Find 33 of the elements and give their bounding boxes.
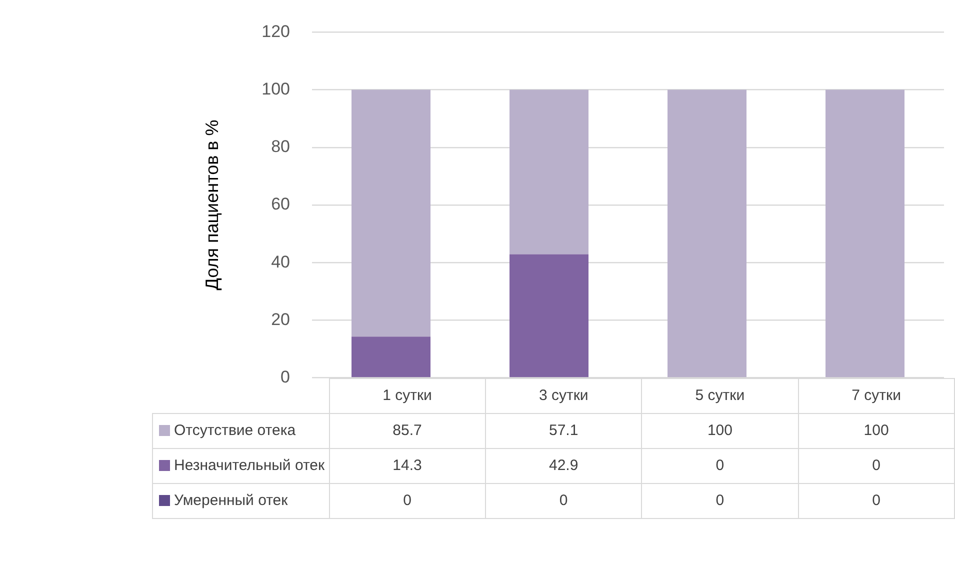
legend-label: Умеренный отек <box>174 492 288 510</box>
data-label: 100 <box>642 413 798 448</box>
bar <box>352 336 430 378</box>
data-label: 0 <box>642 483 798 518</box>
y-tick-label: 60 <box>271 194 290 214</box>
data-label: 0 <box>798 483 954 518</box>
data-label: 85.7 <box>329 413 486 448</box>
x-tick-label: 7 сутки <box>798 378 954 414</box>
data-label: 0 <box>642 448 798 484</box>
y-axis-title: Доля пациентов в % <box>202 120 222 290</box>
bar <box>510 254 588 378</box>
y-tick-label: 120 <box>262 22 290 41</box>
bar <box>668 90 746 378</box>
x-tick-label: 3 сутки <box>485 378 642 414</box>
data-label: 42.9 <box>485 448 642 484</box>
y-tick-label: 100 <box>262 79 290 98</box>
data-label: 0 <box>329 483 486 518</box>
data-label: 100 <box>798 413 954 448</box>
bar <box>826 90 904 378</box>
y-tick-label: 20 <box>271 310 290 329</box>
bar <box>352 90 430 337</box>
data-label: 14.3 <box>329 448 486 484</box>
legend-label: Незначительный отек <box>174 457 325 474</box>
y-tick-label: 80 <box>271 137 290 156</box>
data-label: 57.1 <box>485 413 642 448</box>
y-tick-label: 40 <box>271 252 290 272</box>
data-label: 0 <box>798 448 954 484</box>
data-label: 0 <box>485 483 642 518</box>
bar <box>510 90 588 254</box>
x-tick-label: 5 сутки <box>642 378 798 414</box>
y-tick-label: 0 <box>280 367 290 386</box>
x-tick-label: 1 сутки <box>329 378 486 414</box>
legend-label: Отсутствие отека <box>174 422 296 440</box>
